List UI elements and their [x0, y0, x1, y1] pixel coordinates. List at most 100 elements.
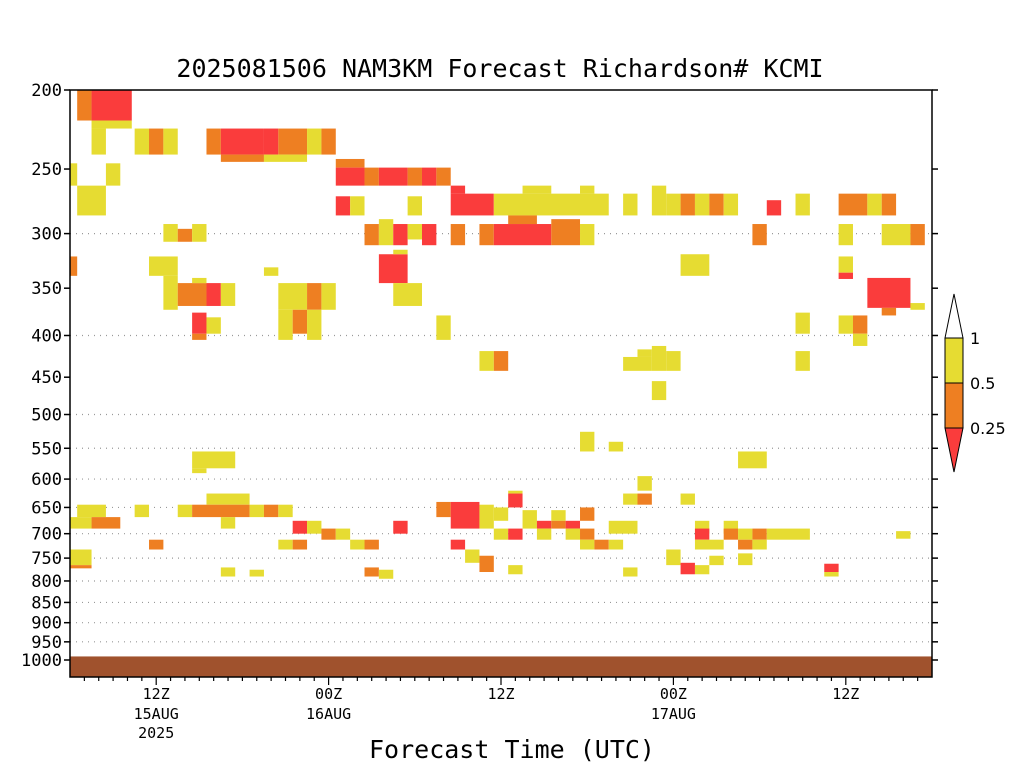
data-cell: [838, 315, 853, 334]
data-cell: [795, 193, 810, 216]
data-cell: [206, 128, 221, 155]
data-cell: [637, 493, 652, 505]
data-cell: [536, 528, 552, 540]
data-cell: [149, 539, 164, 550]
data-cell: [77, 504, 106, 518]
data-cell: [70, 256, 78, 276]
data-cell: [450, 501, 480, 529]
y-tick-label: 800: [31, 572, 62, 592]
data-cell: [407, 224, 422, 240]
plot-frame: [69, 89, 933, 678]
data-cell: [249, 504, 264, 518]
data-cell: [177, 283, 207, 306]
data-cell: [335, 528, 351, 540]
data-cell: [421, 224, 437, 246]
data-cell: [364, 567, 379, 577]
data-cell: [752, 224, 767, 246]
data-cell: [594, 539, 609, 550]
y-tick-label: 200: [31, 81, 62, 101]
data-cell: [752, 539, 767, 550]
data-cell: [580, 431, 595, 452]
y-tick-label: 700: [31, 525, 62, 545]
data-cells: [70, 90, 925, 579]
data-cell: [680, 193, 695, 216]
data-cell: [680, 562, 695, 575]
data-cell: [192, 277, 207, 284]
data-cell: [580, 224, 595, 246]
data-cell: [70, 163, 78, 186]
data-cell: [436, 501, 451, 518]
data-cell: [70, 565, 92, 569]
legend-label: 0.25: [970, 419, 1006, 438]
data-cell: [177, 228, 193, 242]
data-cell: [867, 193, 882, 216]
data-cell: [852, 333, 868, 346]
data-cell: [479, 224, 494, 246]
data-cell: [278, 539, 293, 550]
x-tick-date: 15AUG: [134, 705, 179, 723]
data-cell: [364, 224, 379, 246]
legend-swatch-mid: [944, 382, 964, 429]
data-cell: [709, 555, 724, 566]
data-cell: [278, 128, 308, 155]
data-cell: [91, 120, 132, 129]
legend-arrow-bottom: [944, 427, 964, 473]
data-cell: [694, 565, 710, 575]
x-tick-label: 12Z: [832, 685, 859, 703]
data-cell: [393, 283, 422, 306]
legend-arrow-top: [944, 293, 964, 339]
data-cell: [249, 569, 264, 577]
data-cell: [134, 128, 150, 155]
data-cell: [651, 381, 667, 401]
data-cell: [350, 196, 365, 216]
data-cell: [407, 196, 422, 216]
data-cell: [651, 345, 667, 371]
x-tick-label: 12Z: [143, 685, 170, 703]
data-cell: [450, 224, 466, 246]
y-tick-label: 850: [31, 593, 62, 613]
x-tick-date: 17AUG: [651, 705, 696, 723]
data-cell: [77, 185, 106, 216]
data-cell: [651, 185, 667, 216]
data-cell: [795, 312, 810, 334]
data-cell: [163, 128, 178, 155]
y-tick-label: 900: [31, 614, 62, 634]
data-cell: [307, 283, 322, 310]
data-cell: [852, 315, 868, 334]
data-cell: [220, 128, 264, 155]
data-cell: [608, 539, 624, 550]
data-cell: [580, 528, 595, 540]
data-cell: [666, 193, 681, 216]
data-cell: [867, 277, 911, 308]
data-cell: [522, 185, 552, 194]
data-cell: [766, 200, 782, 216]
data-cell: [149, 128, 164, 155]
legend-swatch-high: [944, 337, 964, 384]
y-tick-label: 250: [31, 160, 62, 180]
x-tick-date: 16AUG: [306, 705, 351, 723]
data-cell: [508, 215, 537, 225]
data-cell: [163, 275, 178, 310]
data-cell: [278, 283, 308, 310]
data-cell: [623, 356, 652, 371]
data-cell: [292, 539, 308, 550]
data-cell: [91, 128, 106, 155]
data-cell: [637, 476, 652, 491]
data-cell: [436, 167, 451, 186]
data-cell: [623, 567, 638, 577]
data-cell: [910, 303, 925, 310]
y-tick-label: 450: [31, 368, 62, 388]
data-cell: [508, 528, 523, 540]
x-tick-label: 00Z: [660, 685, 687, 703]
data-cell: [450, 193, 494, 216]
data-cell: [393, 520, 408, 534]
data-cell: [795, 351, 810, 371]
legend-label: 0.5: [970, 374, 995, 393]
data-cell: [680, 493, 695, 505]
data-cell: [766, 528, 810, 540]
data-cell: [910, 224, 925, 246]
data-cell: [163, 224, 178, 242]
data-cell: [838, 193, 868, 216]
data-cell: [307, 128, 322, 155]
